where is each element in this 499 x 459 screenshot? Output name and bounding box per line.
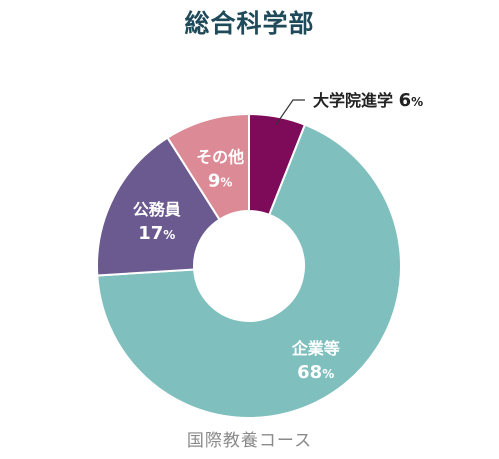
slice-name: その他: [196, 148, 244, 167]
slice-unit: %: [220, 176, 232, 190]
slice-unit: %: [411, 95, 423, 109]
slice-label-3: その他 9%: [196, 148, 244, 192]
slice-value: 17: [138, 223, 163, 244]
slice-3: [166, 112, 250, 221]
slice-name: 大学院進学: [313, 91, 399, 110]
svg-text:17%: 17%: [138, 223, 175, 244]
svg-text:68%: 68%: [297, 362, 334, 383]
slice-name: 公務員: [133, 200, 181, 219]
slice-label-1: 企業等 68%: [291, 339, 340, 383]
svg-text:9%: 9%: [208, 171, 233, 192]
slice-value: 6: [399, 90, 412, 111]
slice-1: [96, 123, 402, 419]
svg-text:大学院進学 6%: 大学院進学 6%: [313, 90, 423, 111]
slice-value: 9: [208, 171, 221, 192]
slice-label-0: 大学院進学 6%: [313, 90, 423, 111]
chart-subtitle: 国際教養コース: [186, 431, 313, 451]
slice-unit: %: [322, 367, 334, 381]
callout-line: [275, 99, 305, 125]
slice-name: 企業等: [291, 339, 340, 358]
slice-value: 68: [297, 362, 322, 383]
chart-title: 総合科学部: [184, 9, 315, 38]
slice-label-2: 公務員 17%: [133, 200, 181, 244]
slice-unit: %: [163, 228, 175, 242]
